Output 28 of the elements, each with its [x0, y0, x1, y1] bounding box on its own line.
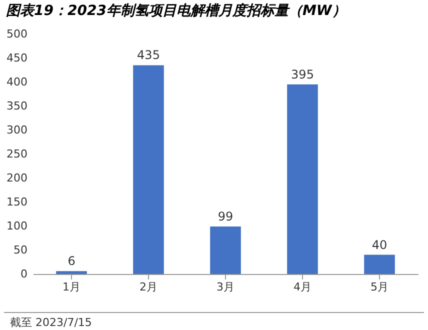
y-tick-label: 300 — [6, 124, 28, 136]
y-tick-label: 400 — [6, 76, 28, 88]
y-tick-label: 0 — [20, 268, 28, 280]
bar — [133, 65, 164, 274]
text: 截至 2023/7/15 — [4, 312, 424, 330]
y-tick-label: 100 — [6, 220, 28, 232]
chart-title: 图表19：2023年制氢项目电解槽月度招标量（MW） — [6, 2, 346, 19]
y-tick-label: 50 — [14, 244, 28, 256]
data-label: 40 — [372, 238, 388, 252]
y-tick-label: 200 — [6, 172, 28, 184]
y-tick-label: 250 — [6, 148, 28, 160]
data-label: 99 — [218, 209, 234, 224]
y-tick-label: 350 — [6, 100, 28, 112]
y-tick-label: 450 — [6, 52, 28, 64]
x-tick-label: 3月 — [216, 280, 234, 294]
y-tick-label: 500 — [6, 28, 28, 40]
data-label: 435 — [137, 48, 160, 62]
bar — [287, 84, 318, 274]
bar — [364, 254, 395, 274]
bar — [56, 271, 87, 274]
x-tick-label: 2月 — [140, 280, 158, 294]
y-tick-label: 150 — [6, 196, 28, 208]
data-label: 6 — [68, 254, 76, 268]
bar — [210, 226, 241, 274]
x-tick-label: 1月 — [62, 280, 80, 294]
x-tick-label: 5月 — [370, 280, 388, 294]
data-label: 395 — [291, 67, 314, 82]
x-tick-label: 4月 — [294, 280, 312, 294]
